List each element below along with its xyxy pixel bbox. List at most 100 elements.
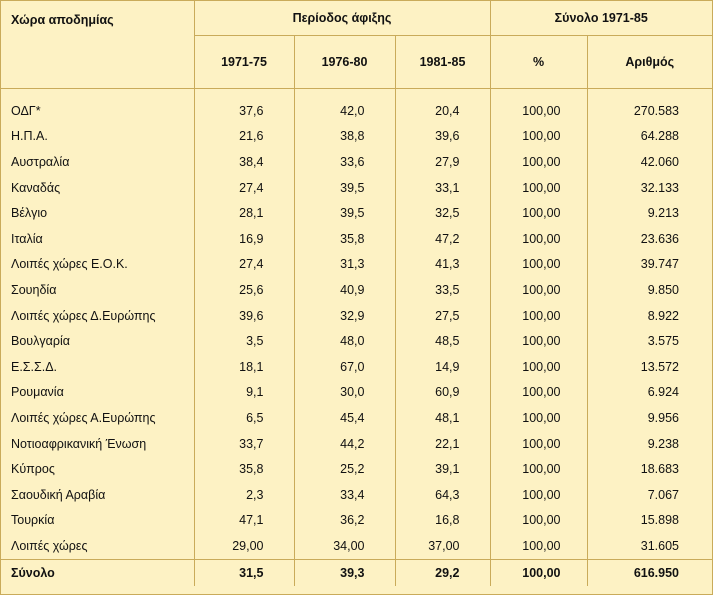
cell-period-1: 35,8 [194,456,295,482]
cell-count: 13.572 [640,359,679,374]
cell-country: Λοιπές χώρες Ε.Ο.Κ. [1,251,195,278]
cell-period-3: 32,5 [395,200,491,226]
cell-percent: 100,00 [490,200,588,226]
cell-period-3: 27,9 [395,149,491,175]
cell-period-3: 22,1 [395,430,491,457]
cell-period-1: 6,5 [194,405,295,431]
cell-count: 31.605 [640,538,679,553]
table-row: Λοιπές χώρες Α.Ευρώπης 6,5 45,4 48,1 100,00 9… [1,405,712,431]
total-percent: 100,00 [490,558,588,586]
total-label: Σύνολο [1,558,195,586]
cell-period-2: 48,0 [294,328,396,354]
cell-period-1: 18,1 [194,353,295,380]
cell-period-2: 33,4 [294,481,396,508]
cell-percent: 100,00 [490,405,588,431]
table-row: Η.Π.Α. 21,6 38,8 39,6 100,00 64.288 [1,123,712,150]
cell-period-1: 28,1 [194,200,295,226]
cell-percent: 100,00 [490,533,588,560]
cell-count: 3.575 [647,334,679,349]
cell-period-2: 32,9 [294,302,396,329]
table-row: ΟΔΓ* 37,6 42,0 20,4 100,00 270.583 [1,98,712,124]
cell-count: 270.583 [633,103,679,118]
header-period-1: 1971-75 [194,35,295,89]
cell-period-1: 27,4 [194,251,295,278]
cell-period-2: 42,0 [294,98,396,124]
cell-period-1: 27,4 [194,174,295,201]
cell-count: 9.850 [647,282,679,297]
cell-period-2: 44,2 [294,430,396,457]
cell-period-3: 48,1 [395,405,491,431]
cell-percent: 100,00 [490,149,588,175]
cell-period-3: 14,9 [395,353,491,380]
total-period-2: 39,3 [294,558,396,586]
table-row: Τουρκία 47,1 36,2 16,8 100,00 15.898 [1,507,712,534]
table-row: Ε.Σ.Σ.Δ. 18,1 67,0 14,9 100,00 13.572 [1,353,712,380]
cell-count: 23.636 [640,231,679,246]
table-row: Βέλγιο 28,1 39,5 32,5 100,00 9.213 [1,200,712,226]
cell-country: Βουλγαρία [1,328,195,354]
table-row: Ιταλία 16,9 35,8 47,2 100,00 23.636 [1,225,712,252]
cell-count: 64.288 [640,129,679,144]
cell-percent: 100,00 [490,277,588,303]
cell-period-3: 41,3 [395,251,491,278]
total-count: 616.950 [587,558,712,586]
spacer-row [1,88,712,98]
cell-percent: 100,00 [490,430,588,457]
table-body: ΟΔΓ* 37,6 42,0 20,4 100,00 270.583 Η.Π.Α. 21,6 3… [1,88,712,560]
cell-country: Κύπρος [1,456,195,482]
cell-period-2: 38,8 [294,123,396,150]
table-row: Λοιπές χώρες Ε.Ο.Κ. 27,4 31,3 41,3 100,00 39.… [1,251,712,278]
cell-country: Λοιπές χώρες Α.Ευρώπης [1,405,195,431]
table-row: Νοτιοαφρικανική Ένωση 33,7 44,2 22,1 100,00 9… [1,430,712,457]
header-period: Περίοδος άφιξης [194,1,491,36]
cell-period-3: 39,1 [395,456,491,482]
cell-period-3: 47,2 [395,225,491,252]
cell-period-3: 64,3 [395,481,491,508]
cell-count: 8.922 [647,308,679,323]
cell-count: 9.956 [647,410,679,425]
cell-count: 15.898 [640,513,679,528]
cell-period-1: 2,3 [194,481,295,508]
header-total: Σύνολο 1971-85 [490,1,712,36]
cell-country: Ε.Σ.Σ.Δ. [1,353,195,380]
cell-period-1: 16,9 [194,225,295,252]
header-period-2: 1976-80 [294,35,396,89]
header-row-columns: 1971-75 1976-80 1981-85 % Αριθμός [1,35,712,89]
cell-count: 9.213 [647,206,679,221]
cell-period-3: 16,8 [395,507,491,534]
cell-period-1: 21,6 [194,123,295,150]
cell-period-2: 39,5 [294,174,396,201]
cell-percent: 100,00 [490,481,588,508]
cell-country: Βέλγιο [1,200,195,226]
cell-period-3: 39,6 [395,123,491,150]
table-row: Λοιπές χώρες Δ.Ευρώπης 39,6 32,9 27,5 100,00… [1,302,712,329]
table-row: Καναδάς 27,4 39,5 33,1 100,00 32.133 [1,174,712,201]
cell-period-3: 60,9 [395,379,491,406]
cell-period-1: 38,4 [194,149,295,175]
cell-period-1: 29,00 [194,533,295,560]
cell-period-1: 33,7 [194,430,295,457]
cell-period-2: 36,2 [294,507,396,534]
cell-period-2: 40,9 [294,277,396,303]
cell-percent: 100,00 [490,98,588,124]
header-percent: % [490,35,588,89]
header-country: Χώρα αποδημίας [1,1,195,89]
cell-period-2: 35,8 [294,225,396,252]
cell-percent: 100,00 [490,251,588,278]
cell-percent: 100,00 [490,174,588,201]
cell-country: Λοιπές χώρες Δ.Ευρώπης [1,302,195,329]
cell-count: 7.067 [647,487,679,502]
cell-period-1: 47,1 [194,507,295,534]
cell-count: 9.238 [647,436,679,451]
cell-period-1: 37,6 [194,98,295,124]
cell-country: Αυστραλία [1,149,195,175]
cell-country: Σαουδική Αραβία [1,481,195,508]
cell-count: 39.747 [640,257,679,272]
cell-percent: 100,00 [490,225,588,252]
cell-period-3: 27,5 [395,302,491,329]
cell-percent: 100,00 [490,379,588,406]
cell-period-1: 25,6 [194,277,295,303]
header-row-groups: Χώρα αποδημίας Περίοδος άφιξης Σύνολο 19… [1,1,712,89]
cell-count: 42.060 [640,154,679,169]
